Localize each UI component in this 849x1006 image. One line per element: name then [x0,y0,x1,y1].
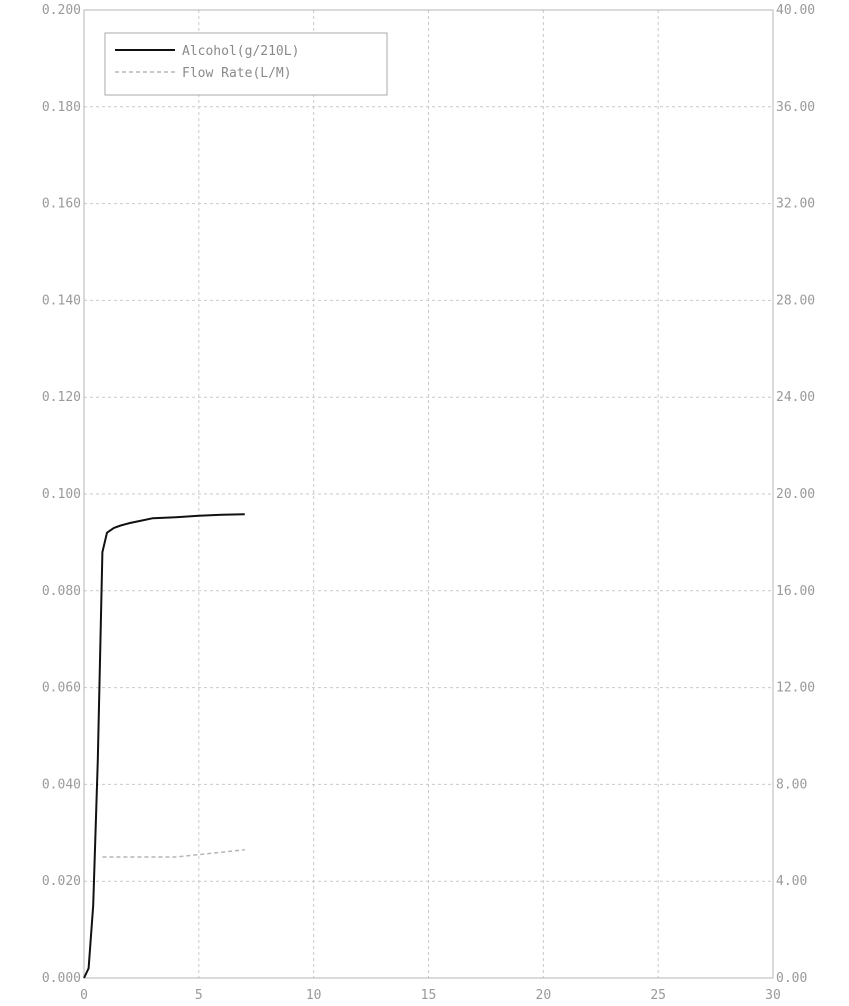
legend: Alcohol(g/210L) Flow Rate(L/M) [104,32,388,96]
plot-frame [83,9,774,979]
y-tick-label: 0.120 [42,390,81,405]
y2-tick-label: 8.00 [776,777,807,792]
y2-tick-label: 0.00 [776,971,807,986]
y-tick-label: 0.060 [42,681,81,696]
y-tick-label: 0.000 [42,971,81,986]
x-tick-label: 5 [195,988,203,1003]
series-line-flow-rate [102,848,245,858]
y-tick-label: 0.100 [42,487,81,502]
legend-label-flow-rate: Flow Rate(L/M) [182,66,292,81]
legend-box [104,32,388,96]
x-tick-label: 25 [650,988,666,1003]
series-line-alcohol [83,513,245,979]
y2-tick-label: 4.00 [776,874,807,889]
y-tick-label: 0.140 [42,293,81,308]
x-tick-label: 30 [765,988,781,1003]
x-tick-label: 0 [80,988,88,1003]
y-tick-label: 0.160 [42,197,81,212]
grid-lines [84,10,773,978]
y-tick-label: 0.200 [42,3,81,18]
y-tick-label: 0.080 [42,584,81,599]
tick-labels: 0 5 10 15 20 25 30 0.000 0.020 0.040 0.060 0.080 0.1… [42,3,815,1003]
series-layer [83,513,245,979]
y2-tick-label: 32.00 [776,197,815,212]
legend-label-alcohol: Alcohol(g/210L) [182,44,299,59]
y-tick-label: 0.040 [42,777,81,792]
y2-tick-label: 12.00 [776,681,815,696]
y2-tick-label: 20.00 [776,487,815,502]
y-tick-label: 0.180 [42,100,81,115]
y2-tick-label: 24.00 [776,390,815,405]
y2-tick-label: 16.00 [776,584,815,599]
y2-tick-label: 28.00 [776,293,815,308]
y2-tick-label: 36.00 [776,100,815,115]
y2-tick-label: 40.00 [776,3,815,18]
x-tick-label: 10 [306,988,322,1003]
x-tick-label: 15 [421,988,437,1003]
y-tick-label: 0.020 [42,874,81,889]
x-tick-label: 20 [536,988,552,1003]
